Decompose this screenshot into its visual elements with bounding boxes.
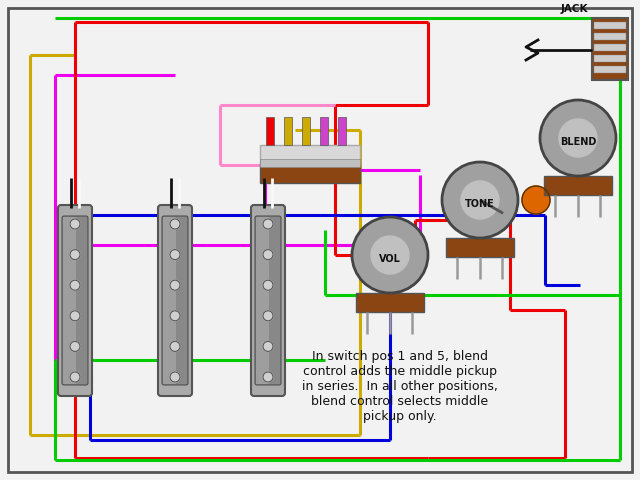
Bar — [594, 22, 626, 29]
Circle shape — [70, 372, 80, 382]
Bar — [284, 117, 292, 145]
Circle shape — [170, 341, 180, 351]
Bar — [592, 18, 628, 80]
FancyBboxPatch shape — [58, 205, 92, 396]
Circle shape — [263, 372, 273, 382]
Bar — [446, 238, 514, 257]
Circle shape — [170, 372, 180, 382]
Bar — [302, 117, 310, 145]
Bar — [320, 117, 328, 145]
Bar — [594, 33, 626, 40]
Bar — [594, 55, 626, 62]
Bar — [260, 163, 360, 183]
Circle shape — [170, 311, 180, 321]
Circle shape — [263, 280, 273, 290]
Circle shape — [70, 280, 80, 290]
Text: In switch pos 1 and 5, blend
control adds the middle pickup
in series.  In all o: In switch pos 1 and 5, blend control add… — [302, 350, 498, 423]
Text: TONE: TONE — [465, 199, 495, 209]
Bar — [260, 145, 360, 165]
FancyBboxPatch shape — [63, 217, 76, 384]
Bar — [338, 117, 346, 145]
Text: BLEND: BLEND — [560, 137, 596, 147]
Circle shape — [540, 100, 616, 176]
Text: OUTPUT
JACK: OUTPUT JACK — [540, 0, 588, 14]
FancyBboxPatch shape — [62, 216, 88, 385]
Circle shape — [442, 162, 518, 238]
Circle shape — [70, 219, 80, 229]
Bar — [266, 117, 274, 145]
Circle shape — [263, 219, 273, 229]
FancyBboxPatch shape — [251, 205, 285, 396]
Circle shape — [170, 219, 180, 229]
Circle shape — [371, 236, 409, 274]
Circle shape — [263, 311, 273, 321]
FancyBboxPatch shape — [255, 216, 281, 385]
Circle shape — [170, 280, 180, 290]
Circle shape — [70, 311, 80, 321]
Bar — [544, 176, 612, 195]
FancyBboxPatch shape — [256, 217, 269, 384]
Circle shape — [352, 217, 428, 293]
FancyBboxPatch shape — [163, 217, 176, 384]
Circle shape — [170, 250, 180, 260]
Circle shape — [263, 250, 273, 260]
Text: VOL: VOL — [379, 254, 401, 264]
Bar — [594, 66, 626, 73]
Bar — [594, 44, 626, 51]
FancyBboxPatch shape — [162, 216, 188, 385]
FancyBboxPatch shape — [158, 205, 192, 396]
Circle shape — [70, 341, 80, 351]
Circle shape — [263, 341, 273, 351]
Bar — [356, 293, 424, 312]
Circle shape — [522, 186, 550, 214]
Circle shape — [70, 250, 80, 260]
Circle shape — [559, 119, 597, 157]
Bar — [260, 159, 360, 167]
Circle shape — [461, 181, 499, 219]
